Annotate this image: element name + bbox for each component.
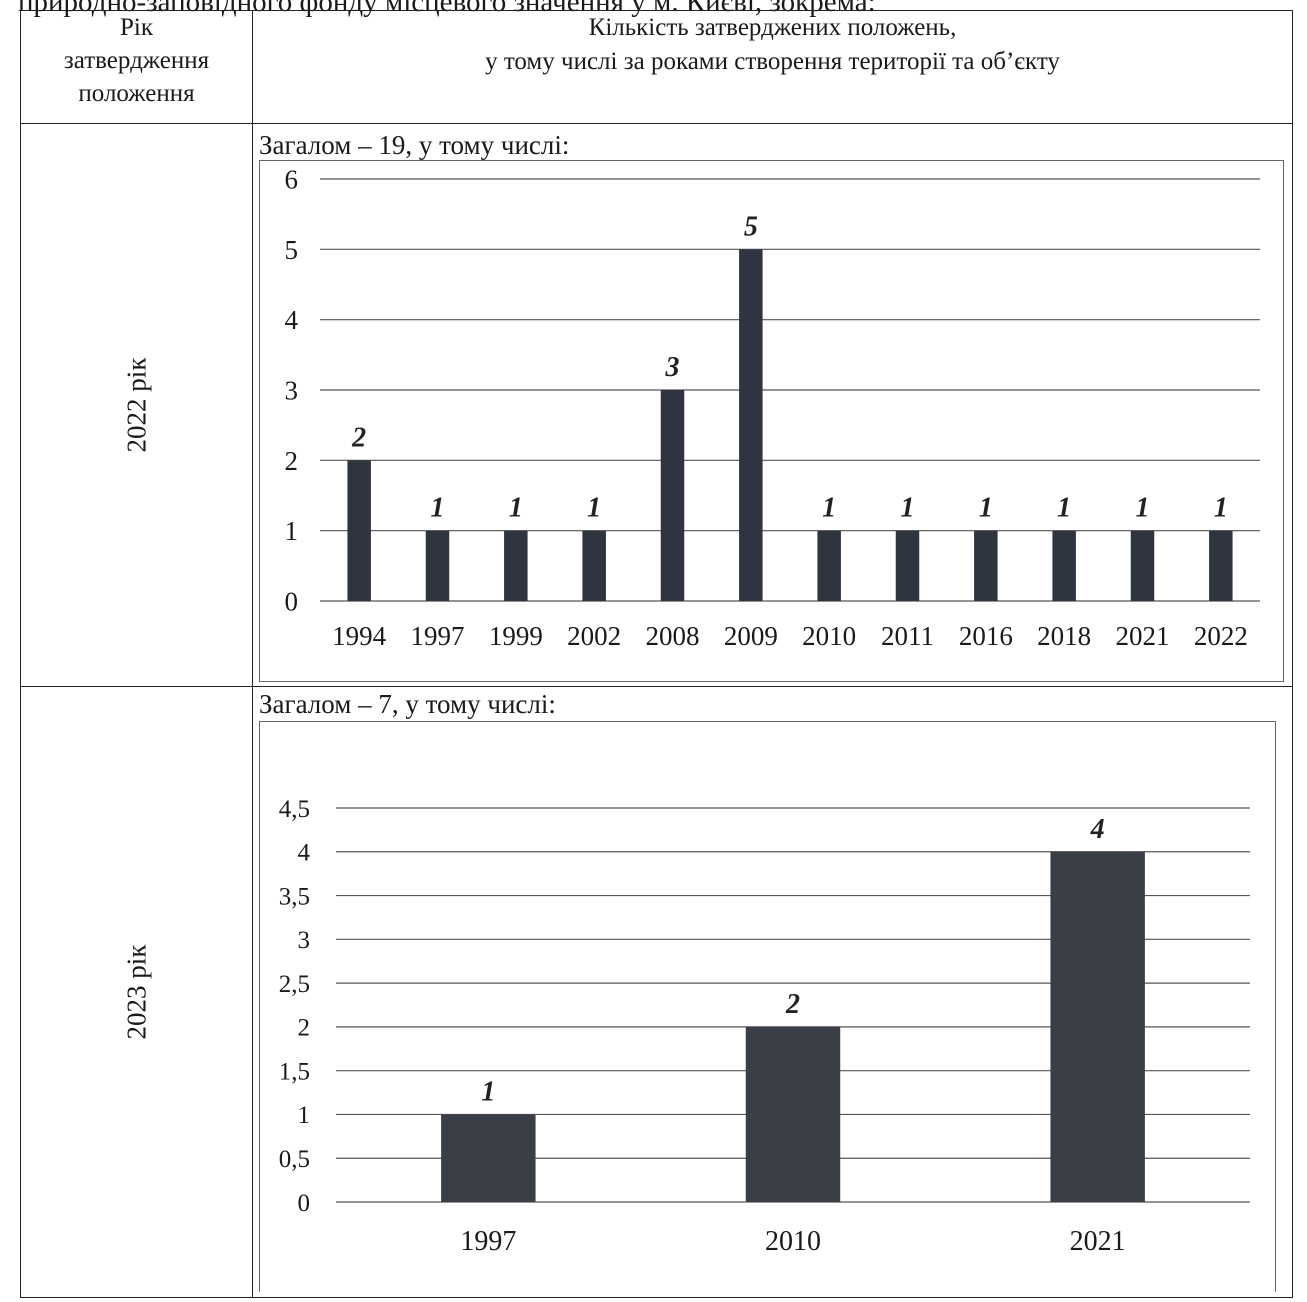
bar (974, 530, 998, 601)
year-cell-2023: 2023 рік (20, 686, 253, 1298)
bar-data-label: 1 (1214, 493, 1228, 524)
chart-frame-2023: 0 0,5 1 1,5 2 2,5 3 3,5 4 4,5 1 1997 2 2010 4 2021 (259, 721, 1276, 1292)
header-main-line-2: у тому числі за роками створення територ… (485, 48, 1060, 75)
x-category-label: 2021 (1116, 621, 1170, 651)
bar-data-label: 2 (785, 989, 800, 1020)
bar-data-label: 5 (744, 211, 758, 242)
bar (347, 460, 371, 601)
y-tick-label: 3,5 (279, 883, 310, 910)
bar (660, 390, 685, 601)
y-tick-label: 6 (285, 164, 299, 194)
bar-data-label: 1 (979, 493, 993, 524)
chart-2023: 0 0,5 1 1,5 2 2,5 3 3,5 4 4,5 1 1997 2 2010 4 2021 (279, 796, 1250, 1257)
x-category-label: 1997 (411, 621, 465, 651)
header-main-cell: Кількість затверджених положень, у тому … (252, 10, 1293, 124)
bar-data-label: 4 (1090, 814, 1105, 845)
bar-data-label: 3 (665, 352, 680, 383)
chart-2022: 0 1 2 3 4 5 6 2 1994 1 1997 1 1999 1 2002 3 2008 5 2009 1 20… (285, 164, 1260, 651)
x-category-label: 2010 (765, 1226, 821, 1257)
x-category-label: 2009 (724, 621, 778, 651)
header-year-line-2: затвердження (63, 47, 210, 74)
y-tick-label: 4 (285, 305, 299, 335)
chart-frame-2022: 0 1 2 3 4 5 6 2 1994 1 1997 1 1999 1 2002 3 2008 5 2009 1 20… (259, 160, 1284, 682)
y-tick-label: 0,5 (279, 1146, 310, 1173)
y-tick-label: 2,5 (279, 971, 310, 998)
bar-data-label: 1 (587, 493, 601, 524)
header-year-cell: Рік затвердження положення (20, 10, 253, 124)
bar-data-label: 1 (509, 493, 523, 524)
table-row-2023: 2023 рік Загалом – 7, у тому числі: 0 0,5… (20, 686, 1293, 1298)
bar-data-label: 1 (1057, 493, 1071, 524)
year-cell-2022: 2022 рік (20, 123, 253, 687)
y-tick-label: 2 (285, 446, 299, 476)
header-year-line-3: положення (78, 80, 195, 107)
caption-2023: Загалом – 7, у тому числі: (259, 689, 556, 719)
x-category-label: 2002 (567, 621, 621, 651)
y-tick-label: 1 (298, 1102, 311, 1129)
y-tick-label: 0 (285, 586, 299, 616)
y-tick-label: 4,5 (279, 796, 310, 823)
bar (739, 249, 763, 601)
chart-cell-2022: Загалом – 19, у тому числі: 0 1 2 3 4 5 6 2 1994… (252, 123, 1293, 687)
bar (1052, 530, 1076, 601)
bar-data-label: 1 (1136, 493, 1150, 524)
y-tick-label: 3 (285, 375, 299, 405)
bar (425, 530, 450, 601)
bar (504, 530, 528, 601)
approvals-table: Рік затвердження положення Кількість зат… (20, 10, 1293, 1298)
bar (582, 530, 606, 601)
bar-data-label: 1 (901, 493, 915, 524)
x-category-label: 1999 (489, 621, 543, 651)
bar (817, 530, 841, 601)
x-category-label: 2018 (1037, 621, 1091, 651)
header-main-line-1: Кількість затверджених положень, (588, 14, 957, 41)
x-category-label: 1997 (460, 1226, 516, 1257)
table-header-row: Рік затвердження положення Кількість зат… (20, 10, 1293, 124)
header-year-line-1: Рік (120, 14, 153, 41)
year-label-2022: 2022 рік (121, 357, 151, 453)
y-tick-label: 0 (298, 1190, 311, 1217)
y-tick-label: 1,5 (279, 1058, 310, 1085)
bar-data-label: 2 (351, 422, 366, 453)
x-category-label: 2008 (646, 621, 700, 651)
y-tick-label: 2 (298, 1015, 311, 1042)
y-tick-label: 3 (298, 927, 311, 954)
bar-data-label: 1 (481, 1076, 495, 1107)
y-tick-label: 1 (285, 516, 299, 546)
bar (1209, 530, 1233, 601)
bar-data-label: 1 (822, 493, 836, 524)
y-tick-label: 5 (285, 235, 299, 265)
chart-cell-2023: Загалом – 7, у тому числі: 0 0,5 1 1,5 2 2,5 3… (252, 686, 1293, 1298)
bar (1130, 530, 1155, 601)
bar (1050, 851, 1145, 1202)
table-row-2022: 2022 рік Загалом – 19, у тому числі: 0 1 2… (20, 123, 1293, 687)
bar-data-label: 1 (431, 493, 445, 524)
x-category-label: 2011 (881, 621, 934, 651)
bar (895, 530, 920, 601)
y-tick-label: 4 (298, 840, 311, 867)
x-category-label: 1994 (332, 621, 387, 651)
bar (441, 1114, 536, 1202)
bar (745, 1026, 841, 1202)
x-category-label: 2016 (959, 621, 1013, 651)
x-category-label: 2021 (1070, 1226, 1126, 1257)
x-category-label: 2010 (802, 621, 856, 651)
x-category-label: 2022 (1194, 621, 1248, 651)
caption-2022: Загалом – 19, у тому числі: (259, 130, 570, 160)
year-label-2023: 2023 рік (121, 944, 151, 1040)
